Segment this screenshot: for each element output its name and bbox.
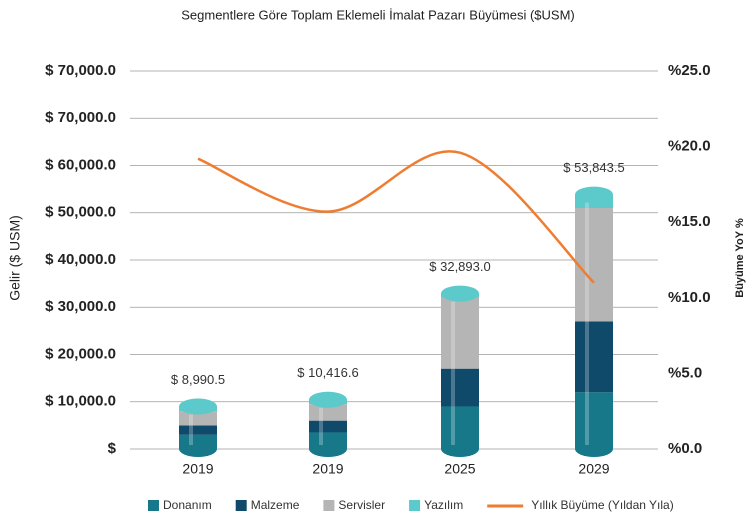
total-label: $ 53,843.5 [563,160,624,175]
bar-segment [179,425,217,435]
y-tick-label: $ 40,000.0 [45,251,116,268]
y-tick-label: $ 30,000.0 [45,298,116,315]
x-tick-label: 2029 [578,461,609,477]
total-label: $ 10,416.6 [297,365,358,380]
y-tick-label: $ 70,000.0 [45,109,116,126]
y2-tick-label: %0.0 [668,440,702,457]
y2-tick-label: %10.0 [668,289,711,306]
y-tick-label: $ 20,000.0 [45,345,116,362]
bar-segment [309,404,347,421]
total-label: $ 8,990.5 [171,372,225,387]
y-tick-label: $ 50,000.0 [45,204,116,221]
y-tick-label: $ 10,000.0 [45,393,116,410]
bar-segment [441,368,479,407]
bar-highlight [585,202,589,445]
y-tick-label: $ 70,000.0 [45,62,116,79]
bar-segment [179,434,217,449]
y2-tick-label: %25.0 [668,62,711,79]
chart-title: Segmentlere Göre Toplam Eklemeli İmalat … [181,7,575,22]
x-tick-label: 2019 [312,461,343,477]
bar-segment [575,321,613,393]
legend-swatch [235,500,247,511]
bar-segment [441,297,479,369]
bar-segment [575,392,613,449]
x-tick-label: 2019 [182,461,213,477]
bar-highlight [319,407,323,445]
legend-swatch [323,500,335,511]
bar-cap [441,285,479,302]
total-label: $ 32,893.0 [429,259,490,274]
bar-cap [575,186,613,203]
bar-segment [309,432,347,449]
legend-label: Donanım [163,498,212,512]
growth-line [197,150,595,284]
y2-tick-label: %20.0 [668,138,711,155]
y2-tick-label: %5.0 [668,364,702,381]
legend-swatch [148,500,159,511]
bar-highlight [189,414,193,445]
y-axis-title: Gelir ($ USM) [7,215,23,301]
bar-highlight [451,301,455,445]
x-tick-label: 2025 [444,461,475,477]
legend-label: Servisler [338,498,385,512]
legend-label: Yıllık Büyüme (Yıldan Yıla) [531,498,674,512]
y-tick-label: $ 60,000.0 [45,156,116,173]
bar-segment [575,208,613,322]
legend-label: Yazılım [424,498,463,512]
y-tick-label: $ [108,440,117,457]
bar-segment [309,420,347,433]
y2-tick-label: %15.0 [668,213,711,230]
bar-segment [441,406,479,449]
bar-segment [179,411,217,426]
bar-cap [179,398,217,415]
y2-axis-title: Büyüme YoY % [734,218,746,298]
bar-cap [309,391,347,408]
legend-swatch [409,500,421,511]
legend-label: Malzeme [251,498,300,512]
